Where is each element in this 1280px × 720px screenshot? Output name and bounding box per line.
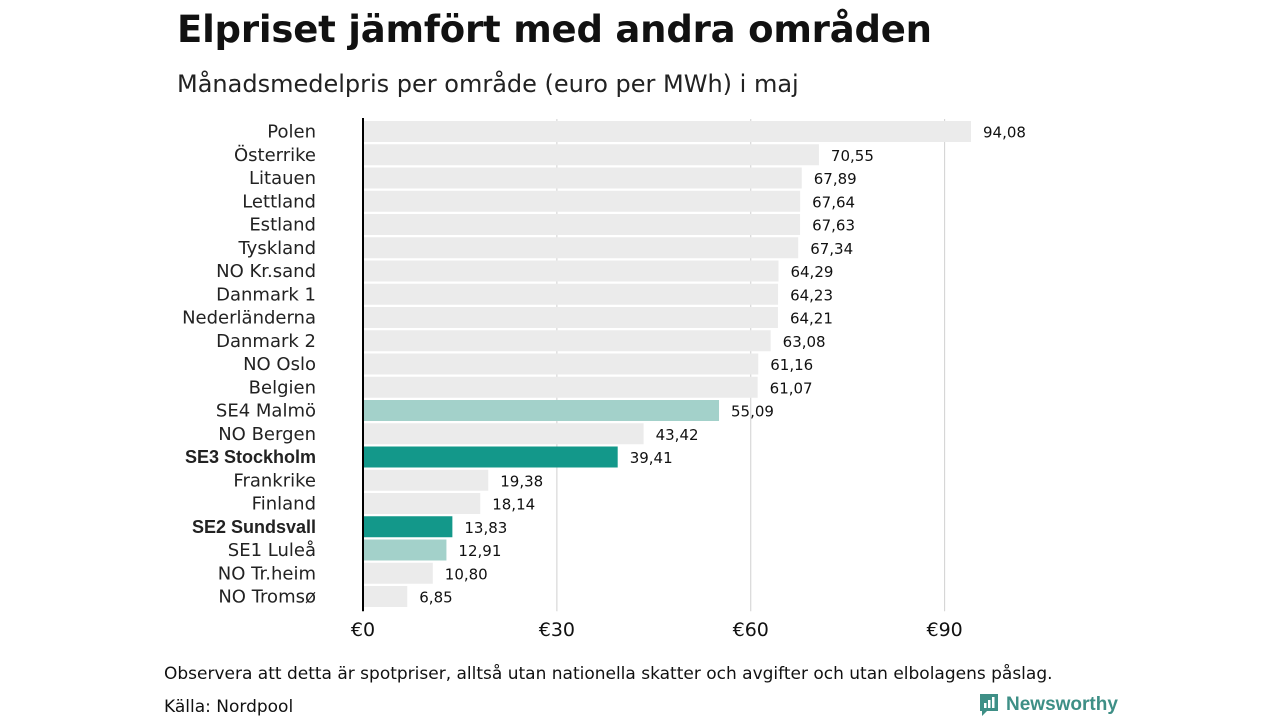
category-label: Nederländerna — [182, 308, 316, 329]
newsworthy-logo-icon — [980, 694, 998, 716]
category-label: Litauen — [249, 168, 316, 189]
value-label: 18,14 — [492, 496, 535, 514]
value-label: 94,08 — [983, 124, 1026, 142]
category-label: NO Tromsø — [218, 587, 316, 608]
value-label: 67,34 — [810, 240, 853, 258]
category-label: Lettland — [242, 191, 316, 212]
x-tick-label: €30 — [539, 619, 575, 641]
category-label: Belgien — [249, 377, 316, 398]
category-label: NO Tr.heim — [218, 563, 316, 584]
category-label: SE2 Sundsvall — [192, 517, 316, 537]
value-label: 64,21 — [790, 310, 833, 328]
value-label: 12,91 — [458, 542, 501, 560]
value-label: 67,63 — [812, 217, 855, 235]
bar — [363, 376, 758, 398]
bar — [363, 237, 799, 259]
x-tick-label: €60 — [733, 619, 769, 641]
footnote: Observera att detta är spotpriser, allts… — [164, 664, 1053, 684]
value-label: 10,80 — [445, 565, 488, 583]
bar — [363, 469, 489, 491]
x-tick-label: €90 — [926, 619, 962, 641]
bar — [363, 539, 447, 561]
bar — [363, 260, 779, 282]
bar — [363, 144, 819, 166]
value-label: 55,09 — [731, 403, 774, 421]
category-label: NO Bergen — [218, 424, 316, 445]
category-label: Finland — [252, 494, 316, 515]
value-label: 64,23 — [790, 286, 833, 304]
chart-subtitle: Månadsmedelpris per område (euro per MWh… — [177, 70, 799, 98]
bar-chart: Polen 94,08 Österrike 70,55 Litauen 67,89 Lett… — [182, 118, 1026, 641]
bar — [363, 190, 801, 212]
value-label: 19,38 — [500, 472, 543, 490]
bar — [363, 330, 771, 352]
chart-title: Elpriset jämfört med andra områden — [177, 8, 932, 51]
category-label: Frankrike — [233, 470, 316, 491]
category-label: Danmark 2 — [216, 331, 316, 352]
value-label: 61,07 — [770, 379, 813, 397]
category-label: SE3 Stockholm — [185, 447, 316, 467]
bar — [363, 423, 644, 445]
category-label: Österrike — [234, 144, 316, 166]
category-label: Estland — [249, 215, 316, 236]
bar — [363, 121, 971, 142]
bar — [363, 446, 618, 468]
category-label: NO Oslo — [243, 354, 316, 375]
bar — [363, 167, 802, 189]
category-label: Polen — [267, 122, 316, 143]
value-label: 13,83 — [464, 519, 507, 537]
x-tick-label: €0 — [351, 619, 375, 641]
value-label: 6,85 — [419, 589, 452, 607]
bar — [363, 307, 778, 328]
bar — [363, 493, 481, 514]
bar — [363, 283, 779, 305]
value-label: 61,16 — [770, 356, 813, 374]
brand-logo: Newsworthy — [978, 693, 1118, 717]
value-label: 63,08 — [783, 333, 826, 351]
category-label: Danmark 1 — [216, 284, 316, 305]
category-label: NO Kr.sand — [216, 261, 316, 282]
value-label: 39,41 — [630, 449, 673, 467]
bar — [363, 586, 408, 607]
value-label: 70,55 — [831, 147, 874, 165]
category-label: SE1 Luleå — [228, 540, 316, 561]
category-label: SE4 Malmö — [216, 401, 316, 422]
category-label: Tyskland — [237, 238, 316, 259]
brand-name: Newsworthy — [1006, 694, 1118, 715]
value-label: 67,89 — [814, 170, 857, 188]
value-label: 67,64 — [812, 193, 855, 211]
bar — [363, 214, 801, 235]
value-label: 64,29 — [790, 263, 833, 281]
bar — [363, 562, 433, 584]
source-note: Källa: Nordpool — [164, 697, 294, 717]
bar — [363, 516, 453, 538]
value-label: 43,42 — [656, 426, 699, 444]
bar — [363, 400, 720, 421]
bar — [363, 353, 759, 375]
